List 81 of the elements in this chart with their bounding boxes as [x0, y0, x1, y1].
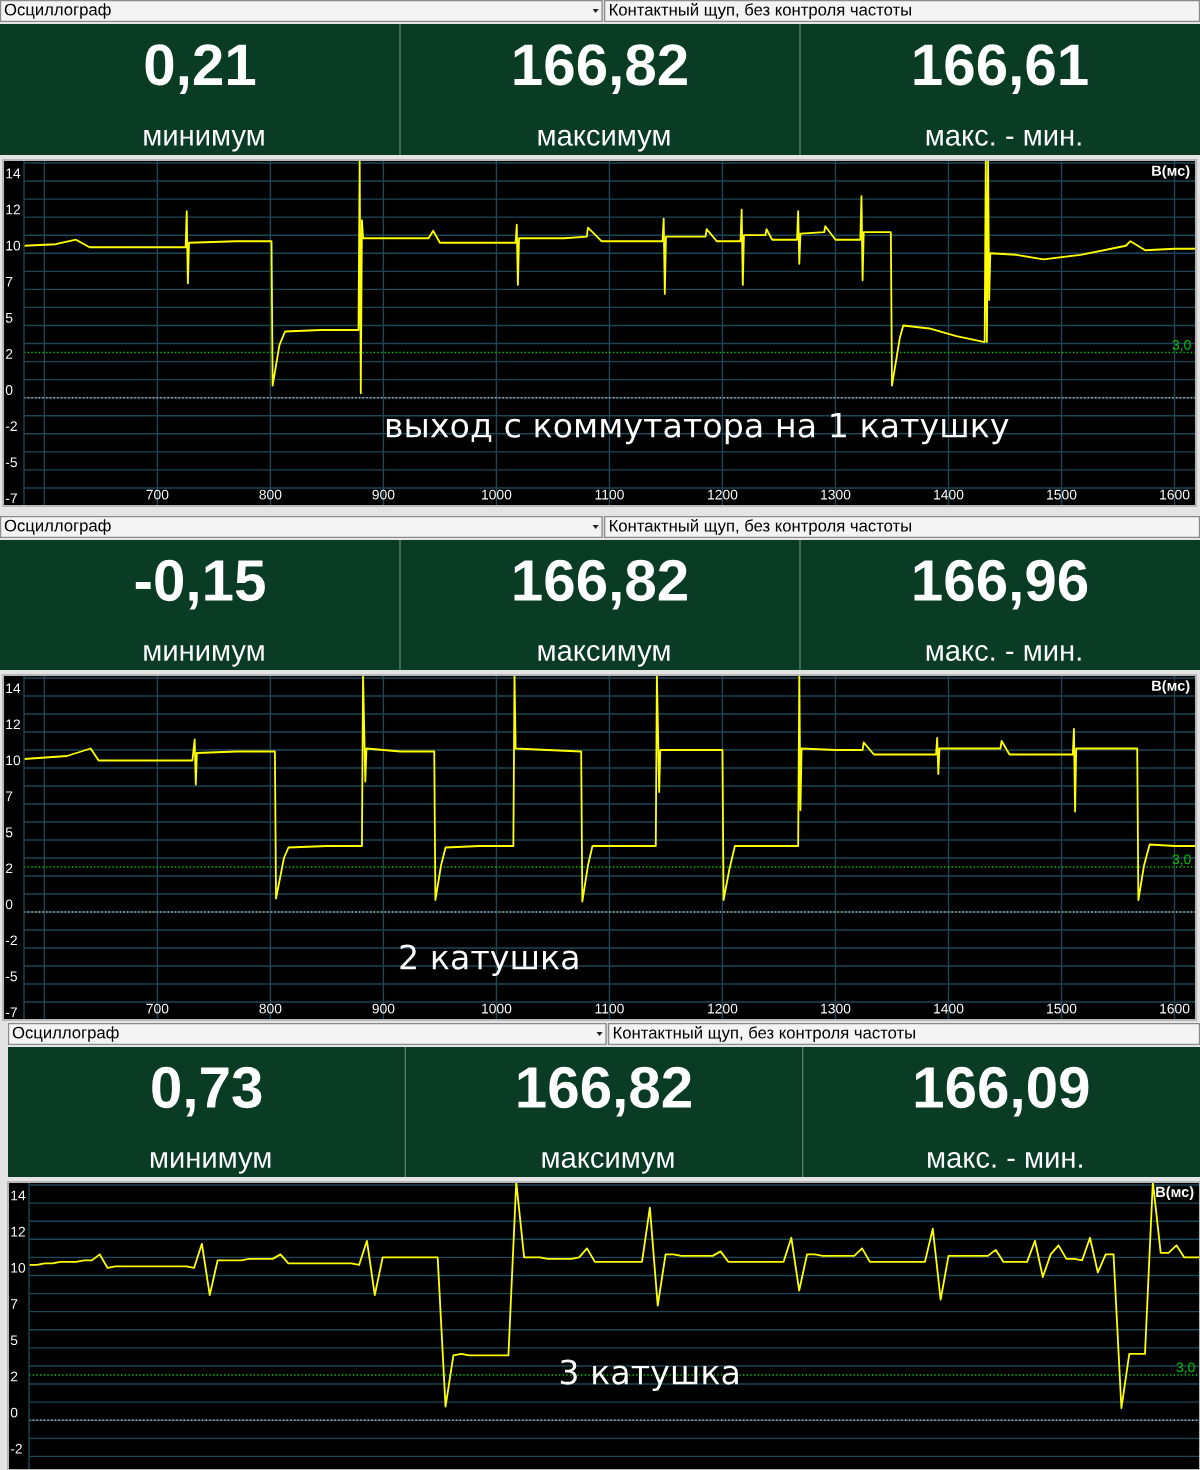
x-tick-label: 900 — [372, 489, 395, 500]
ref-line-label: 3,0 — [1172, 854, 1191, 866]
y-tick-label: 10 — [6, 755, 21, 766]
y-tick-label: 2 — [5, 349, 13, 359]
x-tick-label: 1000 — [482, 489, 512, 500]
y-tick-label: 0 — [5, 385, 13, 395]
x-tick-label: 1400 — [934, 1003, 964, 1014]
y-axis-title: В(мс) — [1152, 165, 1190, 179]
text: 166,82 — [514, 559, 687, 610]
y-tick-label: 10 — [11, 1262, 26, 1273]
y-tick-label: 12 — [11, 1226, 25, 1237]
x-tick-label: 1300 — [821, 489, 851, 500]
y-tick-label: -5 — [5, 457, 18, 468]
y-tick-label: -7 — [5, 1007, 17, 1018]
y-tick-label: -5 — [5, 971, 18, 982]
x-tick-label: 1500 — [1047, 1003, 1077, 1014]
text: минимум — [144, 130, 264, 152]
text: минимум — [150, 1152, 271, 1174]
text: 166,61 — [914, 44, 1088, 94]
y-tick-label: -2 — [5, 421, 17, 431]
chart-title: Осциллограф — [4, 519, 111, 535]
ref-line-label: 3,0 — [1172, 339, 1191, 352]
chart-title: Осциллограф — [4, 3, 111, 19]
x-tick-label: 700 — [146, 489, 169, 500]
text: 166,82 — [514, 44, 687, 94]
text: максимум — [538, 644, 670, 667]
y-tick-label: 10 — [6, 240, 21, 251]
x-tick-label: 1100 — [595, 1003, 624, 1014]
annotation: 2 катушка — [400, 944, 578, 977]
y-tick-label: -2 — [10, 1443, 22, 1454]
chart-subtitle: Контактный щуп, без контроля частоты — [609, 519, 911, 535]
x-tick-label: 800 — [259, 1003, 282, 1014]
y-tick-label: 12 — [6, 204, 20, 215]
y-tick-label: -7 — [5, 493, 17, 504]
y-tick-label: 7 — [5, 276, 13, 287]
x-tick-label: 1600 — [1160, 489, 1190, 500]
x-tick-label: 1100 — [595, 489, 624, 500]
text: максимум — [538, 129, 670, 152]
chart-subtitle: Контактный щуп, без контроля частоты — [609, 3, 911, 19]
chart-title: Осциллограф — [12, 1026, 119, 1042]
annotation: выход с коммутатора на 1 катушку — [386, 413, 1009, 445]
x-tick-label: 1300 — [821, 1003, 851, 1014]
x-tick-label: 1200 — [708, 1003, 738, 1014]
text: 166,09 — [915, 1066, 1089, 1117]
x-tick-label: 1500 — [1047, 489, 1077, 500]
text: -0,15 — [135, 559, 265, 610]
y-axis-title: В(мс) — [1156, 1186, 1194, 1200]
x-tick-label: 1400 — [934, 489, 964, 500]
text: 0,21 — [145, 44, 256, 94]
y-tick-label: 0 — [5, 899, 13, 910]
y-tick-label: 14 — [6, 168, 21, 179]
y-axis-title: В(мс) — [1152, 680, 1190, 694]
annotation: 3 катушка — [560, 1359, 738, 1392]
text: макс. - мин. — [926, 129, 1081, 146]
text: максимум — [542, 1151, 674, 1174]
x-tick-label: 1200 — [708, 489, 738, 500]
y-tick-label: 2 — [5, 863, 13, 874]
y-tick-label: 12 — [6, 719, 20, 730]
x-tick-label: 700 — [146, 1003, 169, 1014]
y-tick-label: 14 — [11, 1190, 26, 1201]
chart-subtitle: Контактный щуп, без контроля частоты — [613, 1026, 915, 1042]
text: 166,82 — [518, 1066, 691, 1117]
y-tick-label: 14 — [6, 683, 21, 694]
y-tick-label: 7 — [10, 1299, 18, 1309]
y-tick-label: -2 — [5, 935, 17, 946]
x-tick-label: 1000 — [482, 1003, 512, 1014]
text: минимум — [144, 645, 264, 667]
y-tick-label: 5 — [10, 1335, 18, 1346]
y-tick-label: 5 — [5, 827, 13, 838]
y-tick-label: 7 — [5, 791, 13, 802]
text: 0,73 — [152, 1066, 262, 1117]
x-tick-label: 900 — [372, 1003, 395, 1014]
x-tick-label: 1600 — [1160, 1003, 1190, 1014]
text: макс. - мин. — [926, 644, 1081, 661]
text: макс. - мин. — [928, 1151, 1082, 1168]
x-tick-label: 800 — [259, 489, 282, 500]
y-tick-label: 0 — [10, 1407, 18, 1418]
y-tick-label: 5 — [5, 313, 13, 323]
ref-line-label: 3,0 — [1176, 1362, 1195, 1374]
text: 166,96 — [914, 559, 1088, 610]
y-tick-label: 2 — [10, 1371, 18, 1382]
